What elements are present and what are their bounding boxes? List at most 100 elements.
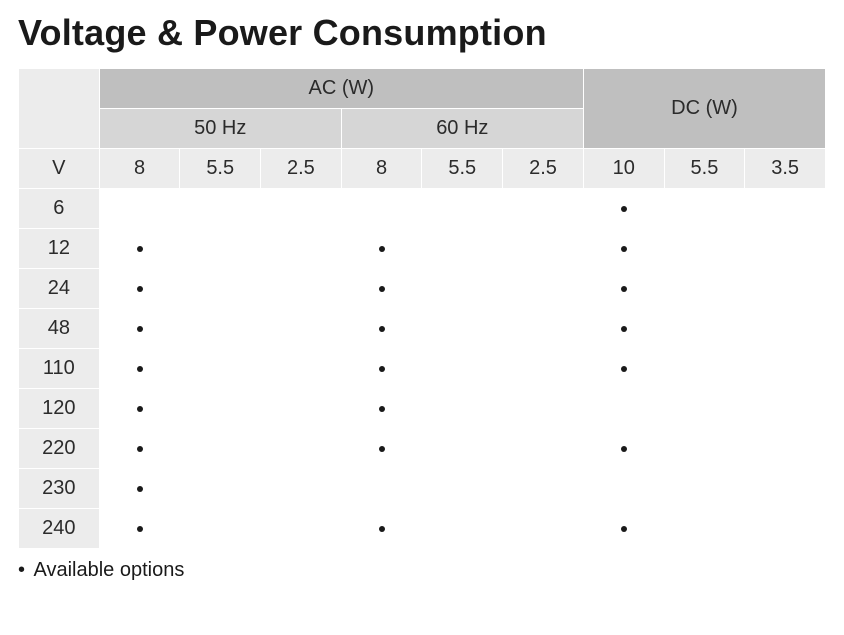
data-cell bbox=[180, 429, 261, 469]
dot-icon bbox=[137, 446, 143, 452]
data-cell bbox=[180, 309, 261, 349]
data-cell bbox=[745, 509, 826, 549]
data-cell bbox=[341, 389, 422, 429]
data-cell bbox=[503, 269, 584, 309]
table-row: 12 bbox=[19, 229, 826, 269]
data-cell bbox=[422, 469, 503, 509]
dot-icon bbox=[137, 246, 143, 252]
header-watt-col: 8 bbox=[99, 149, 180, 189]
data-cell bbox=[180, 189, 261, 229]
data-cell bbox=[503, 389, 584, 429]
dot-icon bbox=[621, 326, 627, 332]
dot-icon bbox=[379, 246, 385, 252]
data-cell bbox=[583, 429, 664, 469]
header-dc: DC (W) bbox=[583, 69, 825, 149]
data-cell bbox=[745, 469, 826, 509]
data-cell bbox=[341, 509, 422, 549]
data-cell bbox=[745, 429, 826, 469]
data-cell bbox=[664, 229, 745, 269]
legend-bullet-icon: • bbox=[18, 559, 25, 581]
data-cell bbox=[422, 309, 503, 349]
table-row: 6 bbox=[19, 189, 826, 229]
header-watt-col: 5.5 bbox=[422, 149, 503, 189]
header-watt-col: 10 bbox=[583, 149, 664, 189]
data-cell bbox=[583, 509, 664, 549]
dot-icon bbox=[379, 526, 385, 532]
data-cell bbox=[745, 309, 826, 349]
voltage-cell: 230 bbox=[19, 469, 100, 509]
data-cell bbox=[341, 229, 422, 269]
dot-icon bbox=[621, 246, 627, 252]
data-cell bbox=[261, 429, 342, 469]
data-cell bbox=[583, 189, 664, 229]
dot-icon bbox=[379, 366, 385, 372]
data-cell bbox=[745, 189, 826, 229]
data-cell bbox=[664, 269, 745, 309]
data-cell bbox=[261, 469, 342, 509]
table-body: 6122448110120220230240 bbox=[19, 189, 826, 549]
dot-icon bbox=[621, 286, 627, 292]
header-watt-col: 3.5 bbox=[745, 149, 826, 189]
data-cell bbox=[341, 429, 422, 469]
voltage-cell: 48 bbox=[19, 309, 100, 349]
data-cell bbox=[99, 309, 180, 349]
data-cell bbox=[422, 509, 503, 549]
data-cell bbox=[261, 349, 342, 389]
dot-icon bbox=[137, 366, 143, 372]
data-cell bbox=[664, 509, 745, 549]
voltage-cell: 24 bbox=[19, 269, 100, 309]
data-cell bbox=[422, 429, 503, 469]
data-cell bbox=[99, 389, 180, 429]
data-cell bbox=[503, 349, 584, 389]
data-cell bbox=[664, 309, 745, 349]
data-cell bbox=[341, 309, 422, 349]
data-cell bbox=[99, 269, 180, 309]
data-cell bbox=[583, 309, 664, 349]
data-cell bbox=[180, 269, 261, 309]
data-cell bbox=[180, 509, 261, 549]
data-cell bbox=[261, 229, 342, 269]
data-cell bbox=[422, 349, 503, 389]
dot-icon bbox=[137, 326, 143, 332]
header-watt-col: 2.5 bbox=[261, 149, 342, 189]
voltage-cell: 110 bbox=[19, 349, 100, 389]
voltage-cell: 120 bbox=[19, 389, 100, 429]
data-cell bbox=[745, 349, 826, 389]
data-cell bbox=[664, 349, 745, 389]
data-cell bbox=[180, 469, 261, 509]
data-cell bbox=[422, 189, 503, 229]
header-watt-col: 5.5 bbox=[180, 149, 261, 189]
data-cell bbox=[180, 349, 261, 389]
voltage-cell: 6 bbox=[19, 189, 100, 229]
table-row: 110 bbox=[19, 349, 826, 389]
voltage-cell: 12 bbox=[19, 229, 100, 269]
data-cell bbox=[583, 229, 664, 269]
dot-icon bbox=[379, 286, 385, 292]
data-cell bbox=[503, 429, 584, 469]
dot-icon bbox=[137, 486, 143, 492]
data-cell bbox=[341, 469, 422, 509]
header-50hz: 50 Hz bbox=[99, 109, 341, 149]
voltage-cell: 240 bbox=[19, 509, 100, 549]
dot-icon bbox=[621, 526, 627, 532]
data-cell bbox=[261, 309, 342, 349]
data-cell bbox=[583, 269, 664, 309]
data-cell bbox=[99, 469, 180, 509]
data-cell bbox=[341, 189, 422, 229]
header-voltage: V bbox=[19, 149, 100, 189]
data-cell bbox=[503, 509, 584, 549]
data-cell bbox=[422, 229, 503, 269]
data-cell bbox=[99, 349, 180, 389]
data-cell bbox=[341, 349, 422, 389]
data-cell bbox=[503, 469, 584, 509]
header-watt-col: 5.5 bbox=[664, 149, 745, 189]
dot-icon bbox=[621, 206, 627, 212]
dot-icon bbox=[379, 326, 385, 332]
data-cell bbox=[503, 189, 584, 229]
dot-icon bbox=[137, 406, 143, 412]
data-cell bbox=[664, 429, 745, 469]
header-row-cols: V85.52.585.52.5105.53.5 bbox=[19, 149, 826, 189]
dot-icon bbox=[621, 366, 627, 372]
dot-icon bbox=[379, 406, 385, 412]
voltage-cell: 220 bbox=[19, 429, 100, 469]
